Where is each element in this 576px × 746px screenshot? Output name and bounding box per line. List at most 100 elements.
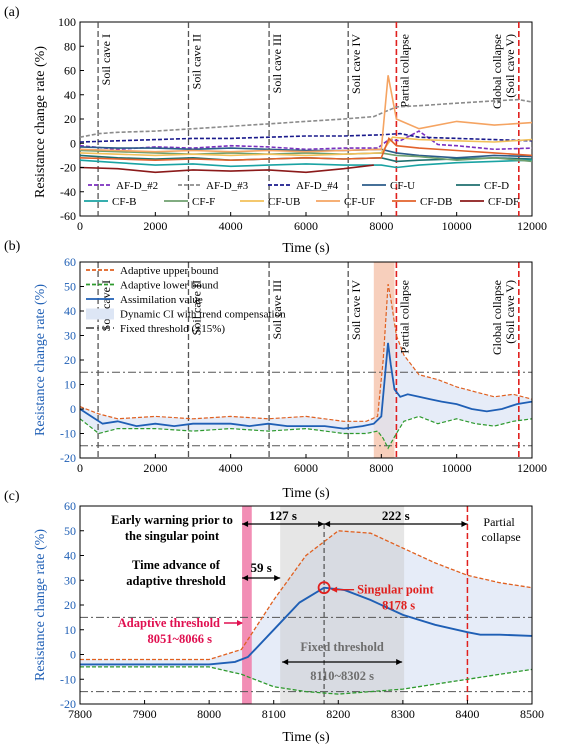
x-tick-label: 4000 [219,461,243,475]
x-tick-label: 12000 [517,461,547,475]
event-label: Global collapse [490,280,504,355]
fixed-threshold-label: Fixed threshold [300,640,384,654]
event-label: Soil cave III [270,34,284,93]
arrow-59-head [274,575,281,581]
series-line [79,159,533,169]
arrow-127-head [318,521,325,527]
series-line [79,98,533,138]
y-tick-label: 0 [70,648,76,662]
adaptive-pointer-head [237,620,243,626]
partial-collapse-label: collapse [481,530,520,544]
event-label: Soil cave IV [349,280,363,340]
legend-label: Dynamic CI with trend compensation [120,309,286,321]
x-tick-label: 8000 [197,707,221,721]
x-tick-label: 8000 [369,461,393,475]
event-label: (Soil cave V) [503,280,517,344]
x-tick-label: 0 [77,219,83,233]
panel-c-xlabel: Time (s) [282,730,330,745]
legend-label: CF-DF [488,196,519,208]
panel-b-label: (b) [4,239,21,254]
x-tick-label: 6000 [294,461,318,475]
legend-label: CF-UF [344,196,375,208]
legend-swatch [86,308,114,320]
adaptive-threshold-window [242,506,252,704]
x-tick-label: 6000 [294,219,318,233]
y-tick-label: 20 [64,112,76,126]
y-tick-label: -10 [60,672,76,686]
arrow-222-head [461,521,468,527]
event-label: Partial collapse [397,34,411,108]
legend-label: CF-UB [268,196,300,208]
duration-59: 59 s [250,560,271,575]
y-tick-label: 20 [64,598,76,612]
y-tick-label: 30 [64,329,76,343]
legend-label: CF-B [112,196,136,208]
series-line [79,342,533,430]
x-tick-label: 8300 [391,707,415,721]
y-tick-label: -10 [60,427,76,441]
singular-point-time: 8178 s [382,599,415,613]
y-tick-label: 60 [64,499,76,513]
adaptive-threshold-label: Adaptive threshold [118,616,220,630]
legend-label: CF-DB [420,196,452,208]
legend-label: Fixed threshold (±15%) [120,323,225,335]
confidence-band [80,284,532,449]
singular-point-label: Singular point [357,583,434,597]
panel-b-legend: Adaptive upper bound Adaptive lower bound… [86,265,286,335]
y-tick-label: 10 [64,378,76,392]
duration-127: 127 s [269,508,297,523]
series-line [79,132,533,143]
panel-a-label: (a) [4,5,20,20]
panel-c-label: (c) [4,489,20,504]
panel-b-xlabel: Time (s) [282,486,330,501]
arrow-127-head [242,521,249,527]
event-label: Soil cave IV [349,34,363,94]
y-tick-label: 0 [70,136,76,150]
legend-label: Adaptive lower bound [120,280,219,292]
panel-c-ylabel: Resistance change rate (%) [33,529,48,681]
x-tick-label: 8500 [520,707,544,721]
y-tick-label: 100 [58,15,76,29]
panel-a-ylabel: Resistance change rate (%) [33,46,48,198]
y-tick-label: -40 [60,185,76,199]
early-warning-label: the singular point [125,529,220,543]
event-label: Soil cave II [189,34,203,89]
y-tick-label: 40 [64,549,76,563]
x-tick-label: 8000 [369,219,393,233]
legend-label: AF-D_#4 [296,180,339,192]
event-label: Soil cave I [99,280,113,331]
series-line [79,136,533,162]
legend-label: AF-D_#3 [206,180,249,192]
legend-label: CF-F [192,196,215,208]
arrow-fixed-head [396,659,403,665]
panel-a-xlabel: Time (s) [282,241,330,256]
x-tick-label: 0 [77,461,83,475]
panel-c-chart: 7800 7900 8000 8100 8200 8300 8400 8500 -20 -10 0 1… [33,499,544,745]
panel-a-chart: Soil cave I Soil cave II Soil cave III Soil… [33,15,547,256]
legend-label: Adaptive upper bound [120,265,219,277]
event-label: Global collapse [490,34,504,109]
series-line [80,586,533,666]
event-label: Soil cave III [270,280,284,339]
confidence-band [80,530,532,695]
y-tick-label: -20 [60,451,76,465]
singular-pointer-head [331,586,338,593]
event-label: Partial collapse [397,280,411,354]
event-label: Soil cave II [189,280,203,335]
y-tick-label: 50 [64,524,76,538]
panel-b-ylabel: Resistance change rate (%) [33,284,48,436]
y-tick-label: 50 [64,280,76,294]
x-tick-label: 7800 [68,707,92,721]
time-advance-label: adaptive threshold [126,574,225,588]
panel-a-legend: AF-D_#2 AF-D_#3 AF-D_#4 CF-U CF-D CF-B CF-F CF-… [84,180,519,208]
legend-label: AF-D_#2 [116,180,158,192]
duration-222: 222 s [382,508,410,523]
event-label: Soil cave I [99,34,113,85]
y-tick-label: -20 [60,697,76,711]
x-tick-label: 4000 [219,219,243,233]
series-line [79,283,533,422]
series-line [80,666,533,695]
x-tick-label: 8400 [455,707,479,721]
x-tick-label: 8100 [262,707,286,721]
